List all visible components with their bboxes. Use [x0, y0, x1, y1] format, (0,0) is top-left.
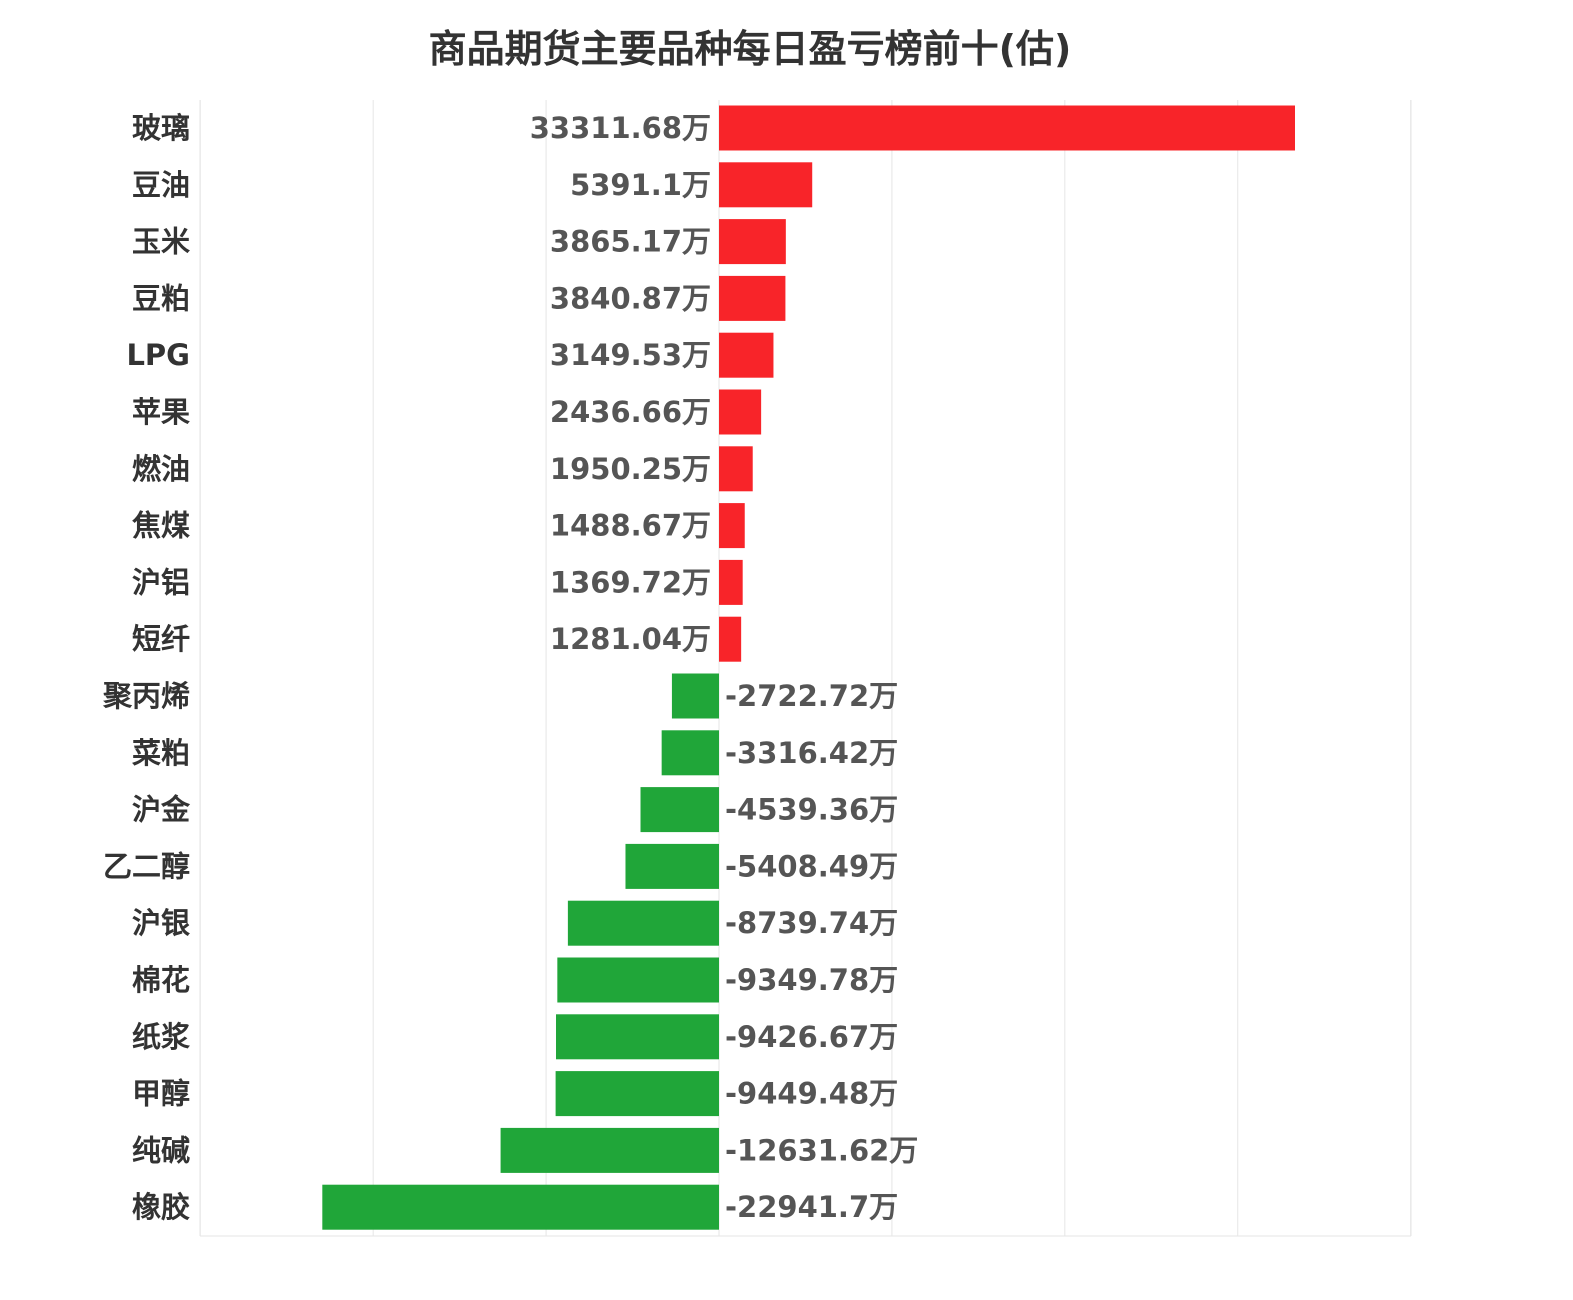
value-label: -12631.62万 — [725, 1133, 918, 1167]
bars — [322, 105, 1295, 1230]
value-label: -2722.72万 — [725, 679, 898, 713]
value-label: 2436.66万 — [550, 395, 711, 429]
bar — [640, 787, 719, 833]
bar — [719, 275, 786, 321]
value-label: -3316.42万 — [725, 736, 898, 770]
value-label: -9426.67万 — [725, 1020, 898, 1054]
bar — [661, 730, 719, 776]
category-label: 玉米 — [132, 225, 190, 259]
bar — [500, 1127, 719, 1173]
bar — [322, 1184, 719, 1230]
bar — [671, 673, 719, 719]
category-label: 苹果 — [132, 395, 190, 429]
bar — [555, 1071, 719, 1117]
category-label: 短纤 — [132, 622, 190, 656]
bar — [719, 162, 813, 208]
bar — [719, 446, 753, 492]
category-label: 沪金 — [132, 793, 191, 827]
value-label: -5408.49万 — [725, 849, 898, 883]
category-label: 甲醇 — [132, 1077, 190, 1111]
bar — [557, 957, 719, 1003]
value-label: -8739.74万 — [725, 906, 898, 940]
bar — [719, 105, 1295, 151]
category-label: 乙二醇 — [103, 849, 190, 883]
category-label: 豆粕 — [132, 281, 190, 315]
category-label: 玻璃 — [132, 111, 190, 145]
category-label: 沪铝 — [132, 565, 190, 599]
value-label: 1950.25万 — [550, 452, 711, 486]
value-label: 33311.68万 — [530, 111, 711, 145]
category-label: 棉花 — [132, 963, 190, 997]
bar — [719, 389, 762, 435]
value-label: 1281.04万 — [550, 622, 711, 656]
category-label: 焦煤 — [132, 509, 190, 543]
value-label: 3865.17万 — [550, 225, 711, 259]
bar — [556, 1014, 719, 1060]
value-label: 3840.87万 — [550, 281, 711, 315]
category-label: 聚丙烯 — [102, 679, 190, 713]
value-label: -22941.7万 — [725, 1190, 898, 1224]
value-label: 5391.1万 — [570, 168, 711, 202]
value-label: 3149.53万 — [550, 338, 711, 372]
category-label: LPG — [126, 338, 190, 372]
bar — [625, 843, 719, 889]
chart-title: 商品期货主要品种每日盈亏榜前十(估) — [428, 27, 1072, 71]
bar — [719, 219, 786, 265]
value-labels: 33311.68万 5391.1万 3865.17万 3840.87万 3149.53万… — [530, 111, 919, 1224]
category-label: 橡胶 — [132, 1190, 190, 1224]
category-label: 沪银 — [132, 906, 190, 940]
category-label: 菜粕 — [132, 736, 190, 770]
value-label: 1488.67万 — [550, 509, 711, 543]
bar — [719, 503, 745, 549]
bar — [719, 559, 743, 605]
bar — [719, 616, 742, 662]
category-label: 豆油 — [132, 168, 190, 202]
category-label: 纯碱 — [132, 1133, 190, 1167]
value-label: -4539.36万 — [725, 793, 898, 827]
value-label: 1369.72万 — [550, 565, 711, 599]
grid-lines — [199, 100, 1412, 1237]
category-label: 燃油 — [132, 452, 190, 486]
value-label: -9349.78万 — [725, 963, 898, 997]
value-label: -9449.48万 — [725, 1077, 898, 1111]
bar — [719, 332, 774, 378]
category-label: 纸浆 — [132, 1020, 191, 1054]
bar — [567, 900, 719, 946]
